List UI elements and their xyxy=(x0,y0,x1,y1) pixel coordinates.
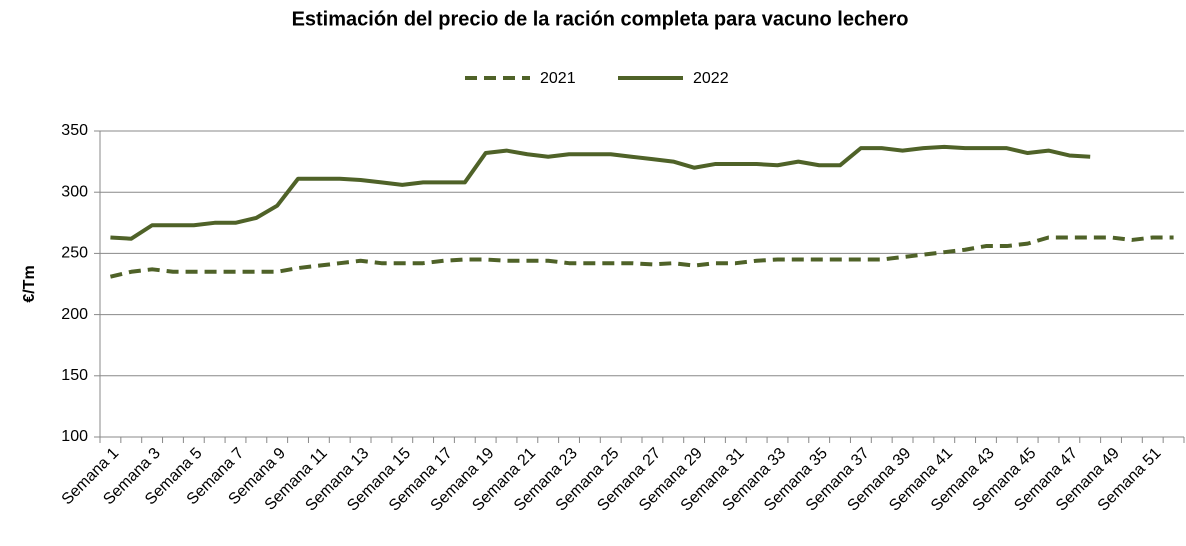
y-tick-label: 250 xyxy=(61,245,88,262)
chart-title: Estimación del precio de la ración compl… xyxy=(292,8,909,30)
y-tick-label: 150 xyxy=(61,367,88,384)
y-tick-label: 350 xyxy=(61,122,88,139)
legend-label: 2021 xyxy=(540,70,576,87)
series-line xyxy=(109,235,1174,279)
y-tick-label: 300 xyxy=(61,183,88,200)
y-tick-label: 100 xyxy=(61,428,88,445)
y-axis-label: €/Tm xyxy=(21,265,38,302)
series-line xyxy=(110,144,1091,241)
y-tick-label: 200 xyxy=(61,306,88,323)
legend-label: 2022 xyxy=(693,70,729,87)
